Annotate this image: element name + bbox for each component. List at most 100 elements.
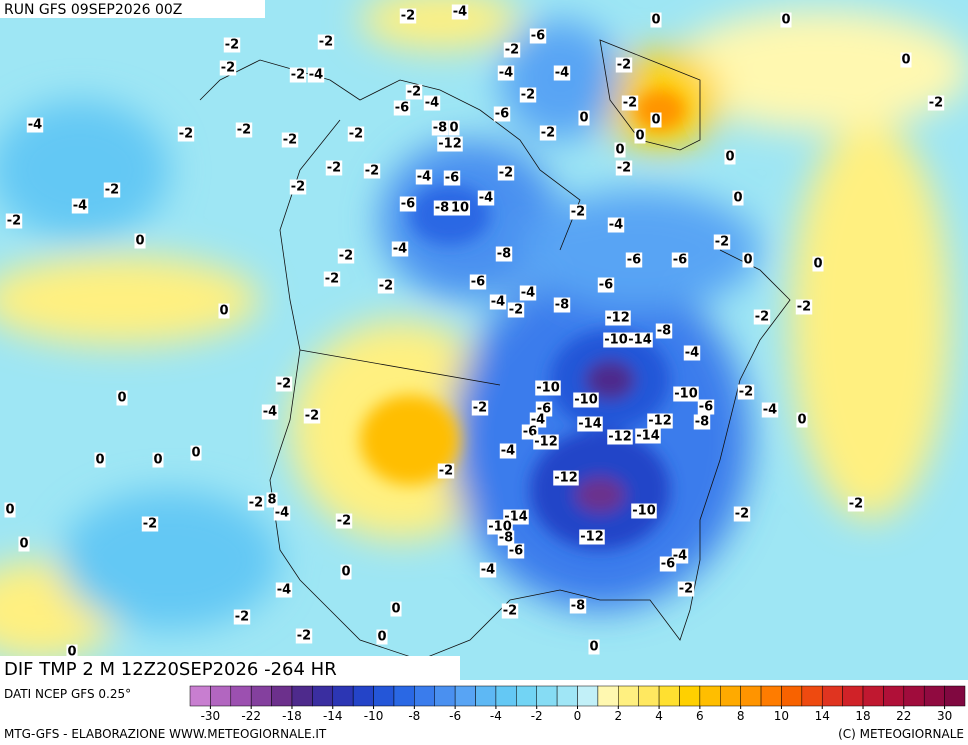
contour-label: -2	[305, 409, 319, 424]
color-swatch	[883, 685, 905, 707]
label-box	[578, 110, 590, 126]
label-box	[742, 252, 754, 268]
contour-label: -4	[393, 242, 407, 257]
contour-label: -4	[263, 405, 277, 420]
contour-label: 0	[95, 453, 104, 468]
contour-label: -6	[627, 253, 641, 268]
contour-label: -2	[617, 58, 631, 73]
colorbar-tick-label: 18	[855, 709, 870, 723]
label-box	[437, 463, 455, 479]
colorbar-tick-label: -8	[408, 709, 420, 723]
label-box	[724, 149, 736, 165]
label-box	[451, 4, 469, 20]
color-swatch	[189, 685, 211, 707]
contour-label: 0	[813, 257, 822, 272]
contour-label: 10	[451, 201, 469, 216]
label-box	[697, 399, 715, 415]
label-box	[399, 8, 417, 24]
contour-label: -2	[365, 164, 379, 179]
label-box	[307, 67, 325, 83]
color-swatch	[842, 685, 864, 707]
contour-label: -2	[225, 38, 239, 53]
label-box	[533, 434, 559, 450]
label-box	[233, 609, 251, 625]
map-title: DIF TMP 2 M 12Z20SEP2026 -264 HR	[4, 659, 337, 680]
color-swatch	[250, 685, 272, 707]
contour-label: -2	[401, 9, 415, 24]
contour-label: -4	[28, 118, 42, 133]
contour-label: 0	[615, 143, 624, 158]
contour-label: 0	[589, 640, 598, 655]
color-swatch	[291, 685, 313, 707]
contour-label: -4	[531, 413, 545, 428]
contour-label: -4	[673, 549, 687, 564]
label-box	[247, 495, 265, 511]
contour-label: 0	[5, 503, 14, 518]
label-box	[479, 562, 497, 578]
label-box	[94, 452, 106, 468]
contour-label: -10	[574, 393, 598, 408]
color-swatch	[638, 685, 660, 707]
label-box	[399, 196, 417, 212]
label-box	[141, 516, 159, 532]
contour-label: -8	[499, 531, 513, 546]
colorbar-tick-label: 10	[774, 709, 789, 723]
contour-label: -4	[609, 218, 623, 233]
label-box	[503, 42, 521, 58]
label-box	[134, 233, 146, 249]
label-box	[535, 380, 561, 396]
contour-label: -8	[497, 247, 511, 262]
label-box	[347, 126, 365, 142]
label-box	[116, 390, 128, 406]
label-box	[71, 198, 89, 214]
contour-label: -2	[291, 180, 305, 195]
label-box	[433, 200, 451, 216]
contour-label: -12	[648, 414, 672, 429]
label-box	[650, 112, 662, 128]
label-box	[671, 252, 689, 268]
label-box	[650, 12, 662, 28]
label-box	[289, 179, 307, 195]
colorbar-tick-label: 2	[614, 709, 622, 723]
contour-label: -2	[715, 235, 729, 250]
contour-label: -8	[571, 599, 585, 614]
colorbar-tick-label: -18	[282, 709, 302, 723]
label-box	[507, 543, 525, 559]
label-box	[303, 408, 321, 424]
contour-label: 0	[651, 13, 660, 28]
label-box	[495, 246, 513, 262]
contour-label: -10	[604, 333, 628, 348]
label-box	[553, 297, 571, 313]
label-box	[597, 277, 615, 293]
color-swatch	[801, 685, 823, 707]
contour-label: -12	[606, 311, 630, 326]
color-swatch	[903, 685, 925, 707]
contour-label: -2	[407, 85, 421, 100]
contour-label: 0	[901, 53, 910, 68]
label-box	[529, 28, 547, 44]
label-box	[391, 241, 409, 257]
label-box	[659, 556, 677, 572]
label-box	[588, 639, 600, 655]
contour-label: -2	[439, 464, 453, 479]
label-box	[497, 530, 515, 546]
label-box	[733, 506, 751, 522]
contour-label: -2	[521, 88, 535, 103]
label-box	[449, 200, 471, 216]
contour-label: -2	[679, 582, 693, 597]
contour-label: -2	[379, 279, 393, 294]
label-box	[471, 400, 489, 416]
label-box	[289, 67, 307, 83]
label-box	[780, 12, 792, 28]
label-box	[577, 416, 603, 432]
contour-label: -4	[425, 96, 439, 111]
label-box	[177, 126, 195, 142]
label-box	[190, 445, 202, 461]
contour-label: -4	[73, 199, 87, 214]
contour-label: -4	[417, 170, 431, 185]
contour-label: -4	[499, 66, 513, 81]
color-swatch	[720, 685, 741, 707]
label-box	[579, 529, 605, 545]
contour-label: -4	[453, 5, 467, 20]
color-swatch	[312, 685, 334, 707]
